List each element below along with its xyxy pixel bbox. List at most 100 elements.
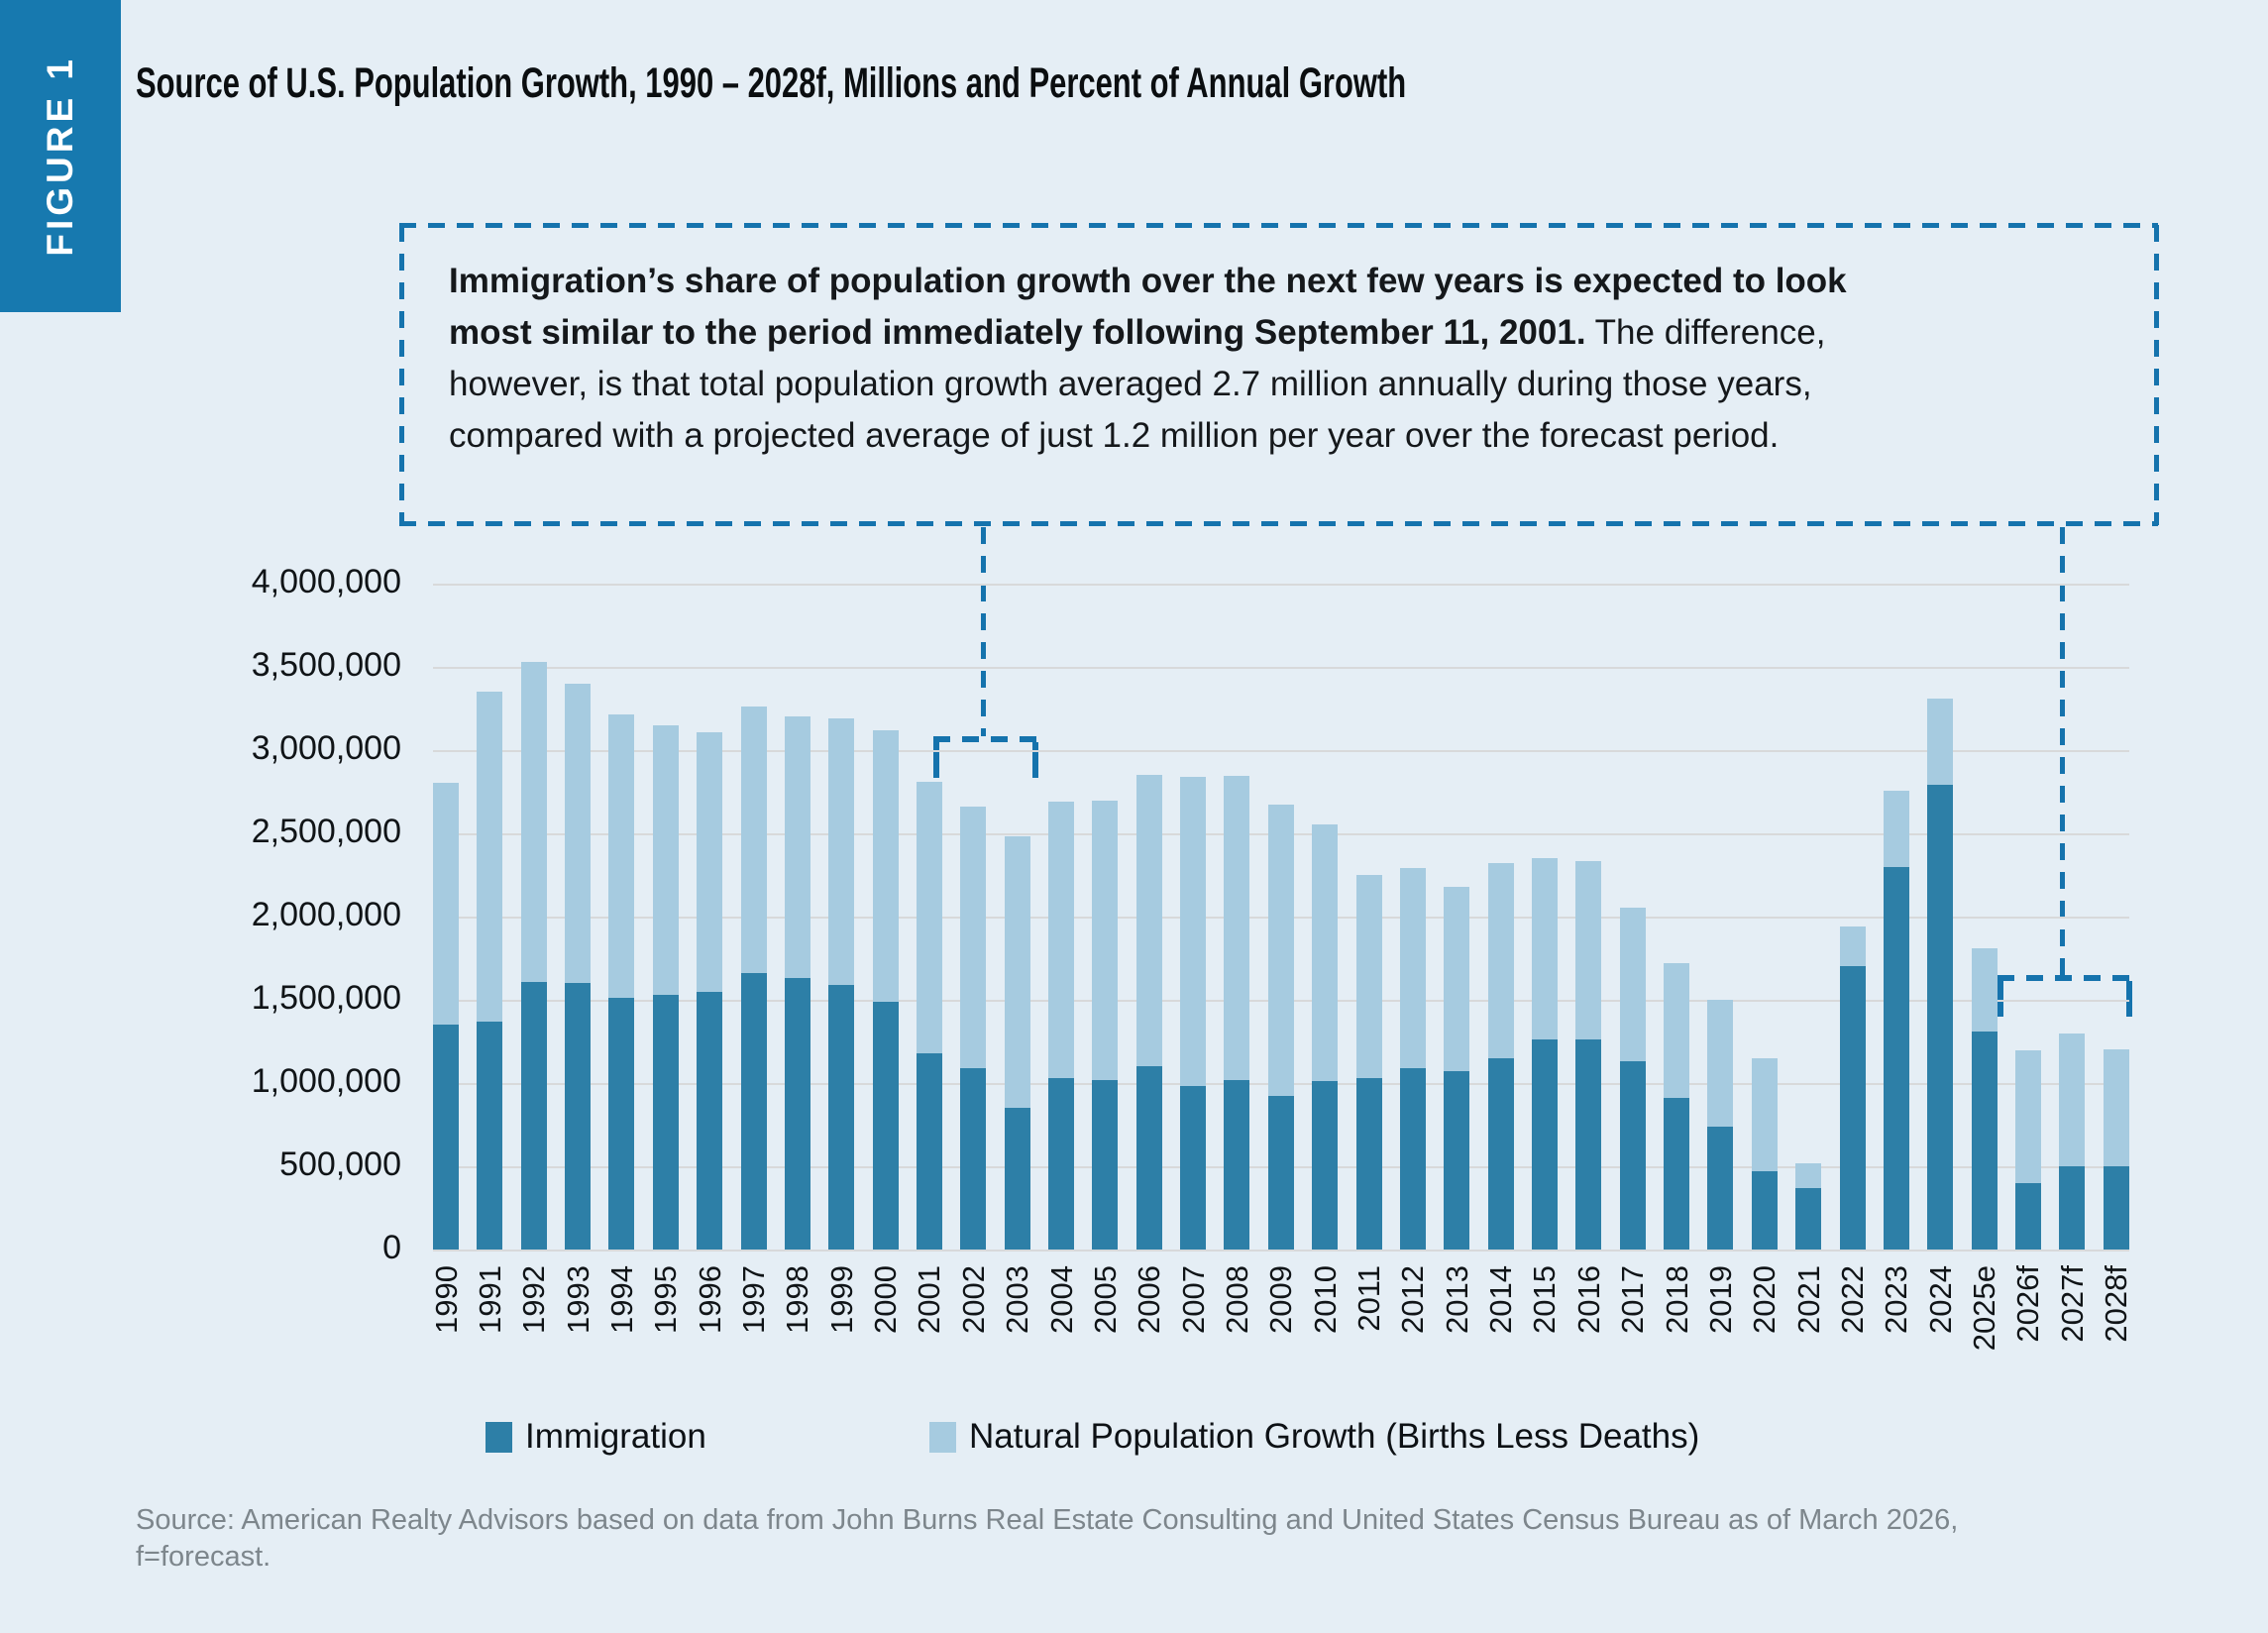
x-axis-label-slot: 2025e <box>1967 1265 2002 1394</box>
legend-item-immigration: Immigration <box>486 1417 706 1457</box>
bar-2000 <box>872 730 899 1250</box>
x-axis-label-slot: 2016 <box>1571 1265 1606 1394</box>
x-axis-label: 2004 <box>1043 1265 1079 1334</box>
x-axis-label: 2021 <box>1790 1265 1826 1334</box>
bar-segment-natural-growth-2011 <box>1355 875 1382 1078</box>
x-axis-label-slot: 2005 <box>1087 1265 1123 1394</box>
x-axis-label-slot: 2020 <box>1747 1265 1782 1394</box>
bar-segment-natural-growth-1997 <box>740 707 767 973</box>
bar-segment-natural-growth-1995 <box>652 725 679 995</box>
figure-badge-label: FIGURE 1 <box>40 55 80 257</box>
bar-segment-immigration-2000 <box>872 1002 899 1250</box>
bar-1991 <box>477 692 503 1250</box>
bar-2009 <box>1267 805 1294 1250</box>
x-axis-label-slot: 2026f <box>2010 1265 2045 1394</box>
bar-segment-natural-growth-2003 <box>1004 836 1030 1108</box>
x-axis-label: 2003 <box>1000 1265 1035 1334</box>
x-axis-label: 2027f <box>2054 1265 2090 1343</box>
bar-2005 <box>1092 801 1119 1250</box>
bar-segment-natural-growth-2009 <box>1267 805 1294 1096</box>
x-axis-label: 2015 <box>1527 1265 1563 1334</box>
bar-segment-immigration-2001 <box>916 1053 942 1250</box>
x-axis-label: 2023 <box>1879 1265 1914 1334</box>
bar-2001 <box>916 782 942 1250</box>
x-axis-label: 1994 <box>603 1265 639 1334</box>
source-note-line-1: Source: American Realty Advisors based o… <box>136 1504 1959 1536</box>
source-note-line-2: f=forecast. <box>136 1541 271 1573</box>
x-axis-label: 1990 <box>428 1265 464 1334</box>
connector-left-drop-line <box>981 527 986 736</box>
bar-segment-immigration-1998 <box>784 978 810 1250</box>
bar-segment-immigration-1995 <box>652 995 679 1250</box>
x-axis-label-slot: 2022 <box>1835 1265 1870 1394</box>
bar-2024 <box>1927 699 1954 1250</box>
x-axis-label: 2007 <box>1175 1265 1211 1334</box>
bar-segment-natural-growth-2018 <box>1664 963 1690 1098</box>
gridline <box>433 750 2129 752</box>
bar-segment-natural-growth-1992 <box>520 662 547 982</box>
bar-segment-immigration-2014 <box>1487 1058 1514 1250</box>
x-axis-label: 1996 <box>692 1265 727 1334</box>
bar-segment-immigration-2026f <box>2014 1183 2041 1250</box>
x-axis-label: 2001 <box>912 1265 947 1334</box>
gridline <box>433 584 2129 586</box>
x-axis-label-slot: 2000 <box>868 1265 903 1394</box>
callout-line-2: most similar to the period immediately f… <box>449 313 1826 352</box>
legend-swatch-immigration <box>486 1421 512 1453</box>
bar-2007 <box>1180 777 1207 1250</box>
x-axis-label-slot: 2013 <box>1440 1265 1474 1394</box>
bar-segment-immigration-1993 <box>565 983 592 1250</box>
x-axis-label: 2011 <box>1351 1265 1387 1332</box>
bar-segment-natural-growth-2019 <box>1707 1000 1734 1127</box>
x-axis-label-slot: 2014 <box>1483 1265 1519 1394</box>
bar-2026f <box>2014 1050 2041 1250</box>
bar-2023 <box>1883 791 1909 1250</box>
y-axis-tick-label: 1,000,000 <box>251 1062 401 1100</box>
bar-segment-immigration-2024 <box>1927 785 1954 1250</box>
bar-segment-immigration-2003 <box>1004 1108 1030 1250</box>
bar-2025e <box>1971 948 1998 1250</box>
x-axis-label: 1991 <box>472 1265 507 1334</box>
bar-series <box>433 584 2129 1250</box>
x-axis-label: 1993 <box>560 1265 595 1334</box>
x-axis-label: 2025e <box>1967 1265 2002 1352</box>
callout-text: Immigration’s share of population growth… <box>449 256 2133 462</box>
bar-segment-natural-growth-2016 <box>1575 861 1602 1039</box>
bar-2020 <box>1751 1058 1778 1250</box>
bar-segment-natural-growth-2002 <box>960 807 987 1068</box>
bar-segment-immigration-2006 <box>1135 1066 1162 1250</box>
bar-2014 <box>1487 863 1514 1250</box>
x-axis-label: 1992 <box>516 1265 552 1334</box>
x-axis-label: 2006 <box>1132 1265 1167 1334</box>
callout-line-4: compared with a projected average of jus… <box>449 416 1780 455</box>
bar-segment-immigration-1997 <box>740 973 767 1250</box>
bar-segment-natural-growth-2006 <box>1135 775 1162 1066</box>
x-axis-label-slot: 1993 <box>560 1265 595 1394</box>
bar-1990 <box>433 783 459 1250</box>
bar-1994 <box>608 714 635 1250</box>
bar-2018 <box>1664 963 1690 1250</box>
legend-swatch-natural-growth <box>929 1421 956 1453</box>
bar-1998 <box>784 716 810 1250</box>
bar-segment-natural-growth-2015 <box>1531 858 1558 1039</box>
bar-segment-immigration-1991 <box>477 1022 503 1250</box>
callout-box-right-edge <box>2154 225 2159 525</box>
bar-segment-immigration-2019 <box>1707 1127 1734 1250</box>
x-axis-label: 2014 <box>1483 1265 1519 1334</box>
y-axis-tick-label: 3,000,000 <box>251 729 401 767</box>
x-axis-label-slot: 2017 <box>1615 1265 1650 1394</box>
bar-segment-immigration-2015 <box>1531 1039 1558 1250</box>
x-axis-label: 2002 <box>955 1265 991 1334</box>
x-axis-label-slot: 2002 <box>955 1265 991 1394</box>
x-axis-label: 1997 <box>736 1265 772 1334</box>
gridline <box>433 667 2129 669</box>
bar-1992 <box>520 662 547 1250</box>
bracket-2001-2002-left-tick <box>933 742 939 778</box>
x-axis-label-slot: 1992 <box>516 1265 552 1394</box>
x-axis-label-slot: 2018 <box>1660 1265 1694 1394</box>
x-axis-label-slot: 2012 <box>1395 1265 1430 1394</box>
bar-segment-immigration-2018 <box>1664 1098 1690 1250</box>
x-axis-label: 2005 <box>1087 1265 1123 1334</box>
x-axis-label-slot: 2024 <box>1923 1265 1958 1394</box>
x-axis-label-slot: 1995 <box>648 1265 683 1394</box>
